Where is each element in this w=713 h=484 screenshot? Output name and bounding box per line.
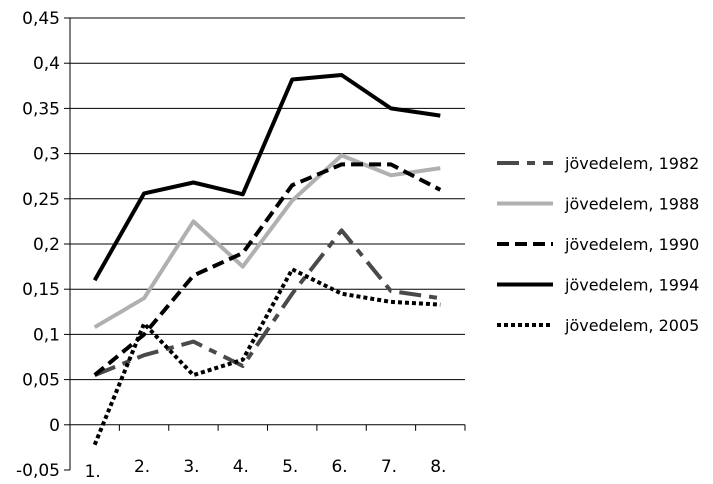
legend-label: jövedelem, 1994 xyxy=(564,276,699,295)
x-tick-label: 5. xyxy=(282,457,298,477)
y-tick-label: 0,3 xyxy=(33,145,60,165)
x-tick-label: 7. xyxy=(381,457,397,477)
y-tick-label: 0,15 xyxy=(22,280,60,300)
legend-label: jövedelem, 1982 xyxy=(564,154,699,173)
y-tick-label: 0,1 xyxy=(33,325,60,345)
x-tick-label: 2. xyxy=(134,457,150,477)
y-tick-label: 0,05 xyxy=(22,371,60,391)
legend-label: jövedelem, 1988 xyxy=(564,195,699,214)
legend: jövedelem, 1982 jövedelem, 1988 jövedelem,… xyxy=(497,154,699,335)
legend-label: jövedelem, 2005 xyxy=(564,316,699,335)
series-line-j-vedelem-1994 xyxy=(92,73,441,282)
series-lines xyxy=(92,73,442,446)
y-tick-label: 0,2 xyxy=(33,235,60,255)
y-tick-label: 0,45 xyxy=(22,9,60,29)
axes: -0,05 0 0,05 0,1 0,15 0,2 0,25 0,3 0,35 0,4 0,45 1.… xyxy=(16,9,466,482)
x-tick-label: 1. xyxy=(85,462,101,480)
y-tick-label: 0,25 xyxy=(22,190,60,210)
x-tick-label: 6. xyxy=(331,457,347,477)
series-line-j-vedelem-1990 xyxy=(93,162,442,377)
series-line-j-vedelem-2005 xyxy=(92,267,441,446)
y-tick-label: 0,4 xyxy=(33,54,60,74)
y-tick-label: 0 xyxy=(49,416,60,436)
gridlines xyxy=(70,17,465,381)
x-tick-label: 8. xyxy=(430,457,446,477)
y-tick-label: -0,05 xyxy=(16,461,60,480)
x-tick-label: 4. xyxy=(233,457,249,477)
series-line-j-vedelem-1988 xyxy=(93,153,441,329)
x-tick-label: 3. xyxy=(183,457,199,477)
y-tick-label: 0,35 xyxy=(22,99,60,119)
series-line-j-vedelem-1982 xyxy=(93,228,441,377)
legend-label: jövedelem, 1990 xyxy=(564,235,699,254)
